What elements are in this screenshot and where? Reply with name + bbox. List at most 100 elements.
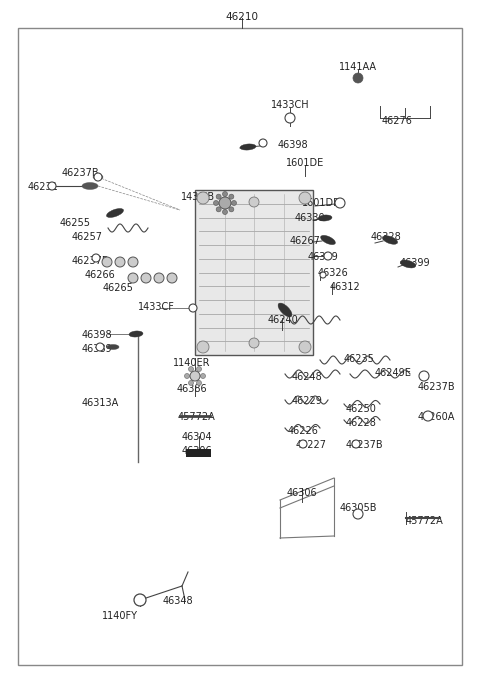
Ellipse shape (278, 303, 292, 317)
Text: 46330: 46330 (295, 213, 325, 223)
Circle shape (184, 373, 190, 379)
Text: 46249E: 46249E (375, 368, 412, 378)
FancyBboxPatch shape (195, 190, 313, 355)
Circle shape (419, 371, 429, 381)
Ellipse shape (240, 144, 256, 150)
Text: 46265: 46265 (103, 283, 133, 293)
Circle shape (299, 192, 311, 204)
Text: 46237B: 46237B (346, 440, 384, 450)
Text: 46306: 46306 (287, 488, 317, 498)
Circle shape (229, 194, 234, 199)
Text: 46237B: 46237B (71, 256, 109, 266)
Text: 46250: 46250 (346, 404, 377, 414)
Ellipse shape (93, 174, 103, 180)
Circle shape (324, 252, 332, 260)
Text: 46210: 46210 (226, 12, 259, 22)
Text: 46248: 46248 (292, 372, 323, 382)
Text: 46260A: 46260A (418, 412, 456, 422)
Circle shape (197, 341, 209, 353)
Circle shape (223, 210, 228, 215)
Text: 46237B: 46237B (418, 382, 456, 392)
Circle shape (259, 139, 267, 147)
Text: 46237B: 46237B (61, 168, 99, 178)
Text: 1601DE: 1601DE (286, 158, 324, 168)
Ellipse shape (107, 208, 123, 217)
Circle shape (189, 366, 193, 372)
Text: 45772A: 45772A (406, 516, 444, 526)
Text: 46389: 46389 (82, 344, 113, 354)
Text: 46226: 46226 (288, 426, 319, 436)
Text: 1430JB: 1430JB (181, 192, 215, 202)
Text: 46266: 46266 (84, 270, 115, 280)
Circle shape (128, 257, 138, 267)
Text: 46305B: 46305B (340, 503, 377, 513)
Circle shape (197, 192, 209, 204)
Circle shape (219, 197, 231, 209)
Circle shape (216, 207, 221, 212)
Circle shape (216, 194, 221, 199)
Text: 46398: 46398 (278, 140, 309, 150)
Ellipse shape (318, 215, 332, 221)
Circle shape (352, 440, 360, 448)
Text: 46399: 46399 (400, 258, 431, 268)
Text: 46267: 46267 (290, 236, 321, 246)
Circle shape (48, 182, 56, 190)
Circle shape (189, 304, 197, 312)
Text: 46326: 46326 (318, 268, 349, 278)
Text: 46229: 46229 (292, 396, 323, 406)
Circle shape (190, 371, 200, 381)
Text: 46313A: 46313A (82, 398, 119, 408)
Text: 46257: 46257 (72, 232, 103, 242)
Circle shape (299, 341, 311, 353)
Text: 1140FY: 1140FY (102, 611, 138, 621)
Text: 46398: 46398 (82, 330, 113, 340)
Circle shape (249, 338, 259, 348)
Text: 46306: 46306 (182, 446, 213, 456)
Ellipse shape (107, 345, 119, 349)
Circle shape (423, 411, 433, 421)
Text: 46227: 46227 (296, 440, 327, 450)
Circle shape (102, 257, 112, 267)
Circle shape (94, 173, 102, 181)
Circle shape (285, 113, 295, 123)
Text: 46240: 46240 (268, 315, 299, 325)
Text: 1601DE: 1601DE (302, 198, 340, 208)
Text: 46304: 46304 (182, 432, 213, 442)
Text: 45772A: 45772A (177, 412, 215, 422)
Text: 46348: 46348 (163, 596, 193, 606)
Circle shape (299, 440, 307, 448)
Circle shape (167, 273, 177, 283)
Text: 46235: 46235 (344, 354, 375, 364)
Circle shape (223, 191, 228, 197)
Text: 46312: 46312 (330, 282, 361, 292)
Text: 46231: 46231 (28, 182, 59, 192)
Ellipse shape (288, 113, 293, 123)
Circle shape (353, 509, 363, 519)
Text: 46329: 46329 (308, 252, 339, 262)
Bar (186, 449, 211, 457)
Circle shape (141, 273, 151, 283)
Text: 46386: 46386 (177, 384, 207, 394)
Circle shape (249, 197, 259, 207)
Ellipse shape (82, 183, 98, 189)
Circle shape (201, 373, 205, 379)
Circle shape (115, 257, 125, 267)
Text: 1141AA: 1141AA (339, 62, 377, 72)
Ellipse shape (129, 331, 143, 337)
Circle shape (128, 273, 138, 283)
Text: 1433CH: 1433CH (271, 100, 309, 110)
Circle shape (134, 594, 146, 606)
Ellipse shape (383, 236, 397, 244)
Circle shape (92, 254, 100, 262)
Circle shape (189, 381, 193, 385)
Text: 46228: 46228 (346, 418, 377, 428)
Circle shape (320, 272, 326, 278)
Circle shape (231, 200, 237, 206)
Circle shape (196, 381, 202, 385)
Text: 1140ER: 1140ER (173, 358, 211, 368)
Circle shape (353, 73, 363, 83)
Circle shape (229, 207, 234, 212)
Circle shape (214, 200, 218, 206)
Circle shape (154, 273, 164, 283)
Text: 46328: 46328 (371, 232, 402, 242)
